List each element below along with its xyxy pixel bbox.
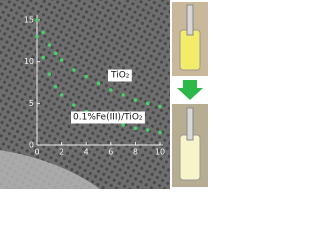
data-point — [133, 126, 138, 131]
series-label-box — [108, 69, 132, 82]
data-point — [121, 93, 125, 97]
y-tick-label: 10 — [24, 57, 34, 66]
chart: 0 5 10 15 0 2 4 6 8 10 TiO₂ 0.1%Fe(III)/TiO₂ — [0, 0, 210, 189]
y-tick-label: 0 — [29, 141, 34, 150]
data-point — [53, 84, 58, 89]
x-tick-label: 2 — [59, 148, 64, 157]
data-point — [59, 93, 64, 97]
data-point — [121, 123, 125, 127]
data-point — [59, 58, 64, 62]
data-point — [109, 88, 113, 92]
data-point — [158, 104, 162, 109]
x-tick-label: 8 — [133, 148, 138, 157]
photos — [170, 0, 210, 189]
data-point — [145, 128, 150, 132]
data-point — [47, 43, 52, 47]
series-label: TiO₂ — [110, 71, 130, 81]
x-tick-label: 0 — [34, 148, 39, 157]
y-tick-label: 5 — [29, 99, 34, 108]
data-point — [158, 130, 162, 135]
tem-edge — [0, 150, 100, 189]
data-point — [72, 68, 76, 72]
data-point — [41, 55, 45, 60]
data-point — [35, 18, 39, 22]
data-point — [47, 72, 52, 76]
x-tick-label: 10 — [155, 148, 165, 157]
data-point — [53, 51, 58, 56]
data-point — [133, 98, 138, 102]
y-tick-label: 15 — [24, 16, 34, 25]
data-point — [35, 34, 39, 39]
data-point — [84, 74, 88, 79]
data-point — [72, 103, 76, 107]
data-point — [96, 81, 101, 86]
series-label: 0.1%Fe(III)/TiO₂ — [73, 113, 143, 123]
data-point — [41, 30, 45, 35]
series-label-box — [71, 111, 145, 124]
x-tick-label: 6 — [108, 148, 113, 157]
x-tick-label: 4 — [84, 148, 89, 157]
data-point — [145, 101, 150, 106]
